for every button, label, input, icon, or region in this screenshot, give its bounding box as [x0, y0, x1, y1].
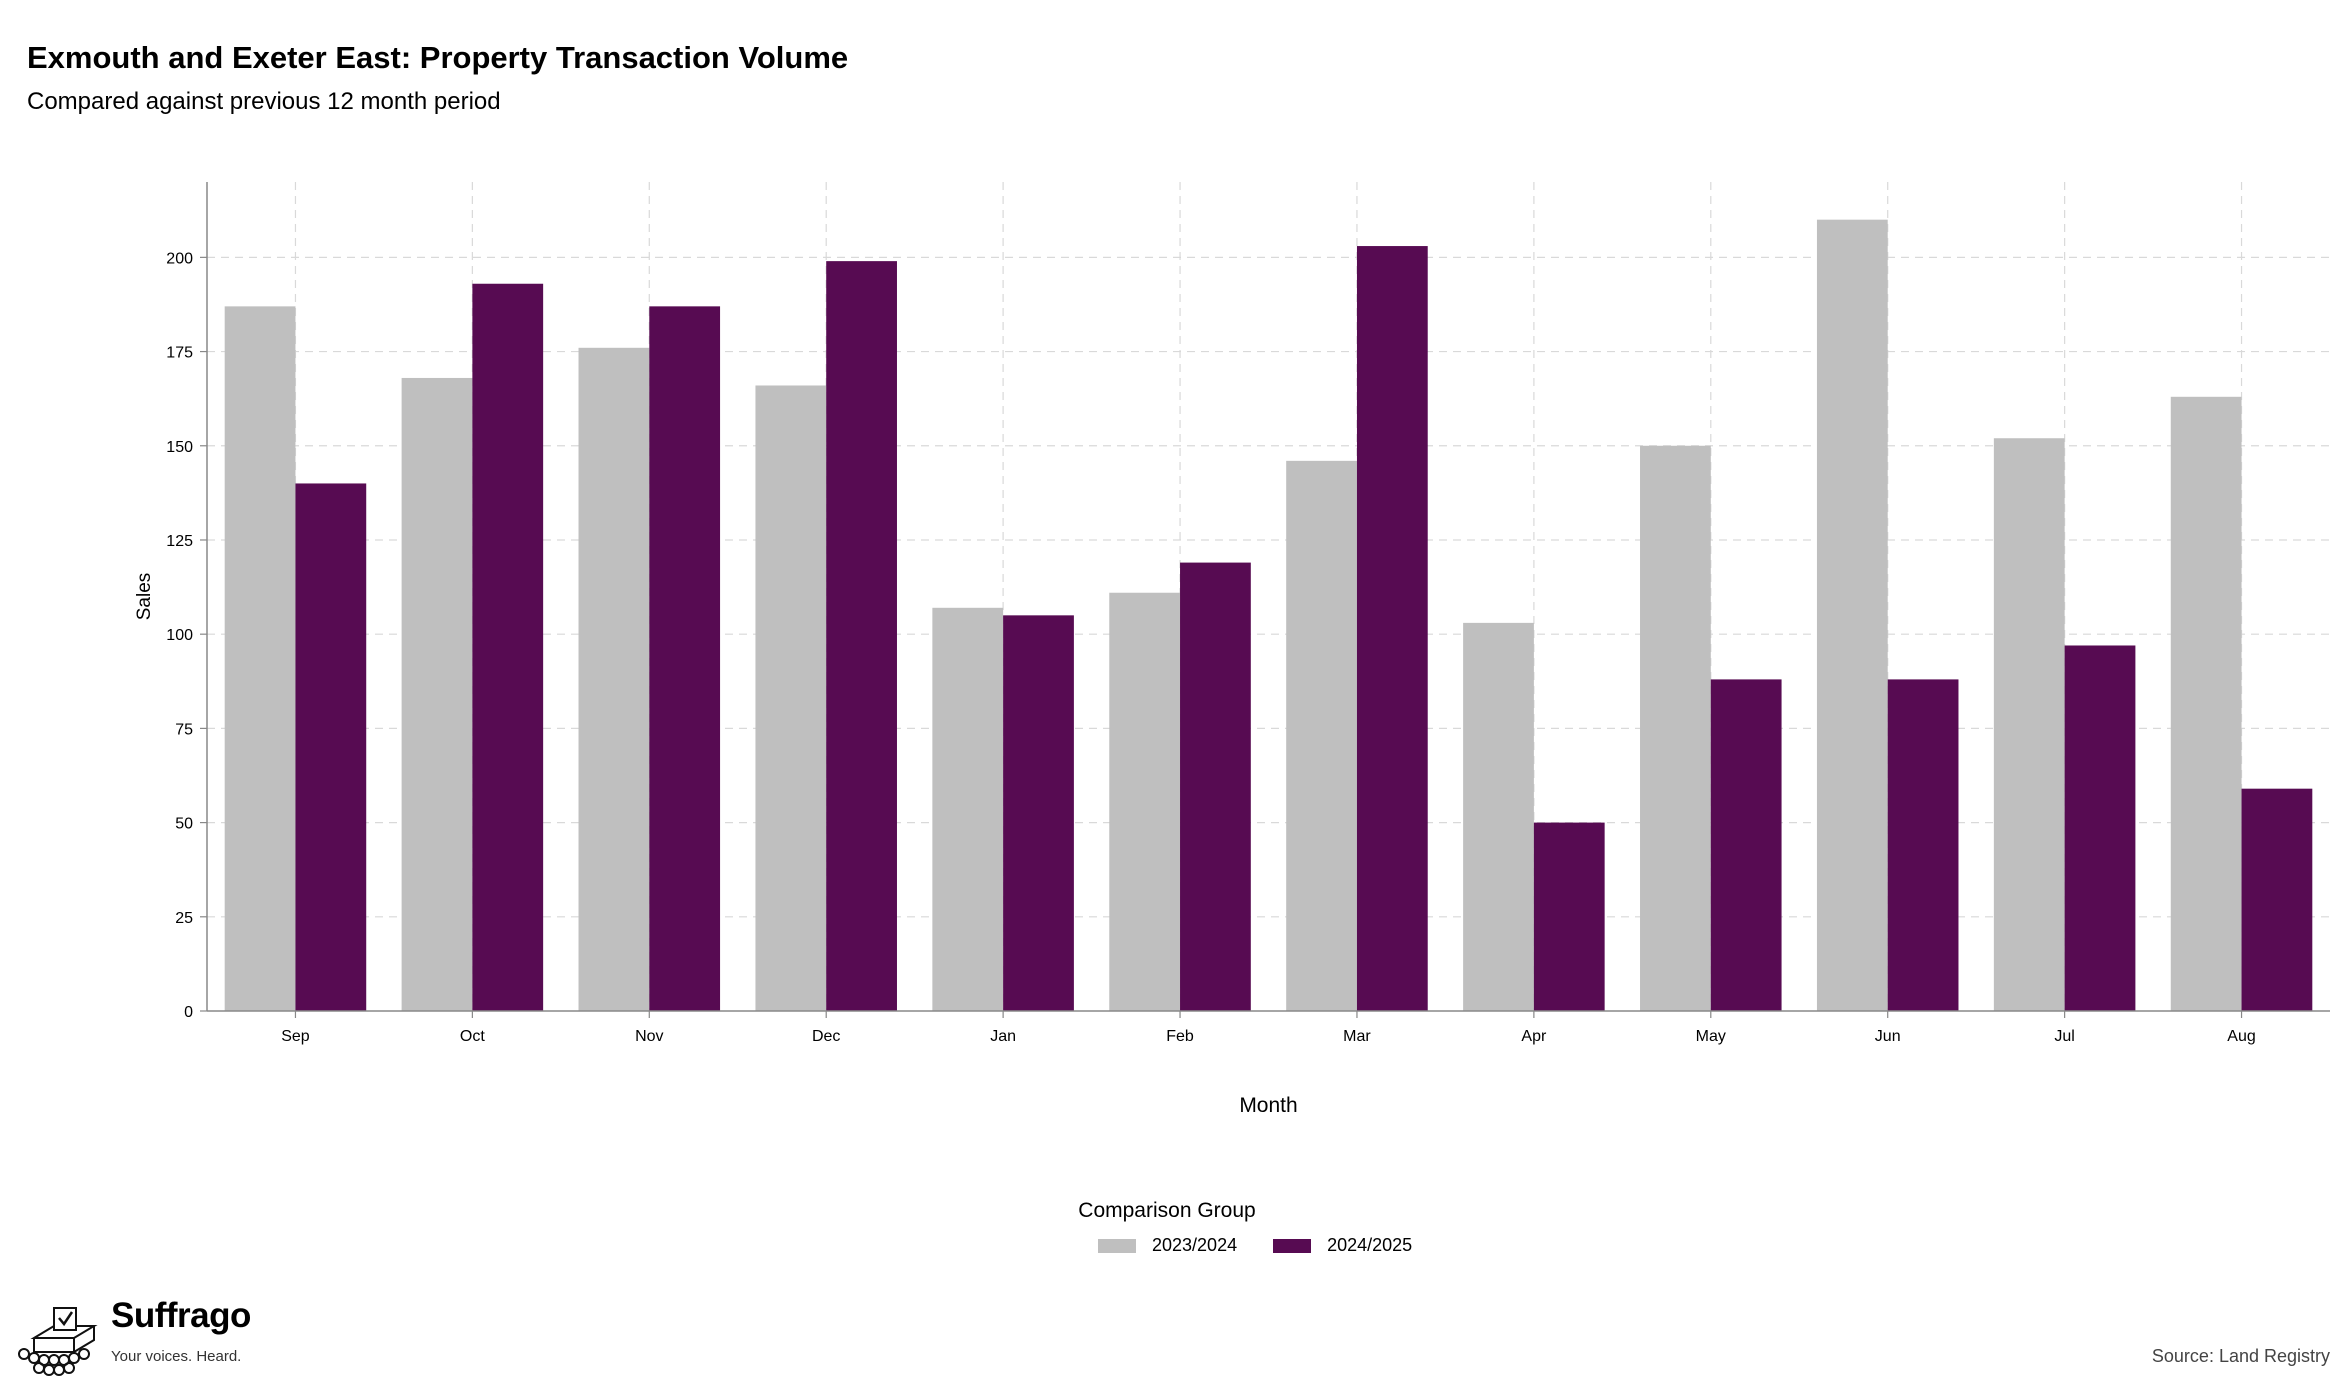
bar-aug-2024-2025 [2241, 788, 2313, 1011]
x-tick-label: Sep [281, 1028, 310, 1045]
ballot-box-icon [18, 1307, 98, 1376]
bar-may-2024-2025 [1710, 679, 1782, 1011]
x-tick-label: Oct [460, 1028, 485, 1045]
bar-jan-2023-2024 [932, 607, 1004, 1011]
y-tick-label: 0 [184, 1004, 193, 1021]
axes [200, 182, 2330, 1018]
legend-label: 2023/2024 [1152, 1235, 1238, 1255]
y-tick-label: 75 [175, 721, 193, 738]
legend-item-2024-2025: 2024/2025 [1273, 1235, 1412, 1256]
bar-apr-2024-2025 [1533, 822, 1605, 1011]
bar-mar-2023-2024 [1286, 460, 1357, 1011]
bar-jan-2024-2025 [1003, 615, 1074, 1011]
bar-dec-2023-2024 [755, 385, 827, 1011]
bar-oct-2024-2025 [472, 283, 544, 1011]
x-tick-label: Jun [1875, 1028, 1901, 1045]
bars [224, 219, 2313, 1012]
x-axis-title: Month [1239, 1094, 1297, 1117]
chart-title: Exmouth and Exeter East: Property Transa… [27, 40, 849, 75]
bar-sep-2023-2024 [224, 306, 296, 1012]
y-tick-label: 150 [166, 439, 193, 456]
bar-dec-2024-2025 [826, 261, 897, 1011]
bar-may-2023-2024 [1640, 445, 1711, 1012]
chart-subtitle: Compared against previous 12 month perio… [27, 88, 501, 115]
bar-jul-2024-2025 [2064, 645, 2136, 1011]
y-tick-label: 25 [175, 910, 193, 927]
legend-title: Comparison Group [1078, 1199, 1256, 1222]
x-tick-label: Aug [2227, 1028, 2255, 1045]
y-tick-label: 125 [166, 533, 193, 550]
y-tick-label: 200 [166, 250, 193, 267]
legend-items: 2023/2024 2024/2025 [1098, 1235, 1448, 1256]
legend: Comparison Group 2023/2024 2024/2025 [0, 1199, 2334, 1255]
y-tick-label: 175 [166, 345, 193, 362]
bar-feb-2023-2024 [1109, 592, 1181, 1011]
bar-oct-2023-2024 [401, 377, 473, 1012]
bar-apr-2023-2024 [1463, 622, 1534, 1011]
bar-chart: 0 25 50 75 100 125 150 175 200 Sep Oct Nov Dec Jan Feb… [134, 182, 2330, 1117]
bar-mar-2024-2025 [1356, 246, 1428, 1012]
bar-sep-2024-2025 [295, 483, 367, 1011]
brand-tagline: Your voices. Heard. [111, 1348, 242, 1365]
legend-label: 2024/2025 [1327, 1235, 1413, 1255]
y-axis-title: Sales [134, 573, 155, 621]
bar-jun-2024-2025 [1887, 679, 1959, 1011]
legend-item-2023-2024: 2023/2024 [1098, 1235, 1237, 1256]
x-tick-label: Nov [635, 1028, 663, 1045]
x-tick-label: Dec [812, 1028, 840, 1045]
x-tick-label: Jul [2054, 1028, 2074, 1045]
x-tick-label: Jan [990, 1028, 1016, 1045]
bar-aug-2023-2024 [2170, 396, 2242, 1011]
tick-labels: 0 25 50 75 100 125 150 175 200 Sep Oct Nov Dec Jan Feb… [166, 250, 2255, 1045]
bar-nov-2023-2024 [578, 347, 650, 1011]
legend-swatch [1273, 1238, 1312, 1253]
bar-jun-2023-2024 [1816, 219, 1888, 1011]
legend-swatch [1098, 1238, 1136, 1253]
bar-nov-2024-2025 [649, 306, 721, 1012]
brand-name: Suffrago [111, 1296, 251, 1335]
source-note: Source: Land Registry [2151, 1346, 2330, 1366]
y-tick-label: 100 [166, 627, 193, 644]
x-tick-label: Feb [1166, 1028, 1194, 1045]
x-tick-label: Apr [1521, 1028, 1547, 1045]
x-tick-label: May [1696, 1028, 1726, 1045]
x-tick-label: Mar [1343, 1028, 1371, 1045]
bar-feb-2024-2025 [1180, 562, 1251, 1011]
bar-jul-2023-2024 [1993, 438, 2065, 1012]
y-tick-label: 50 [175, 816, 193, 833]
